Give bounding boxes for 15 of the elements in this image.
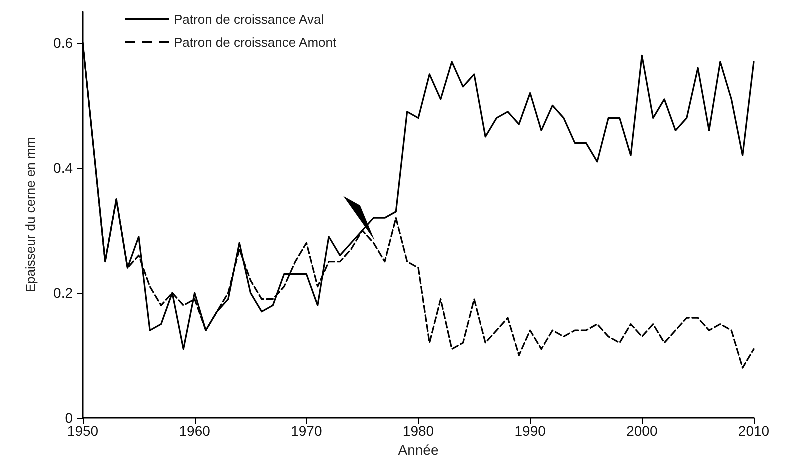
x-tick-label: 1960 xyxy=(179,423,211,439)
y-tick-label: 0.4 xyxy=(54,160,74,176)
y-axis-title: Epaisseur du cerne en mm xyxy=(23,137,38,293)
x-tick-label: 2010 xyxy=(738,423,770,439)
x-tick-label: 1990 xyxy=(514,423,546,439)
x-tick-label: 1980 xyxy=(402,423,434,439)
x-axis-title: Année xyxy=(398,442,439,458)
x-tick-label: 2000 xyxy=(626,423,658,439)
x-tick-label: 1970 xyxy=(291,423,322,439)
legend-label: Patron de croissance Aval xyxy=(174,12,324,27)
y-tick-label: 0 xyxy=(65,410,74,426)
legend-label: Patron de croissance Amont xyxy=(174,35,337,50)
x-tick-label: 1950 xyxy=(67,423,99,439)
y-tick-label: 0.6 xyxy=(54,35,74,52)
y-tick-label: 0.2 xyxy=(54,285,74,302)
